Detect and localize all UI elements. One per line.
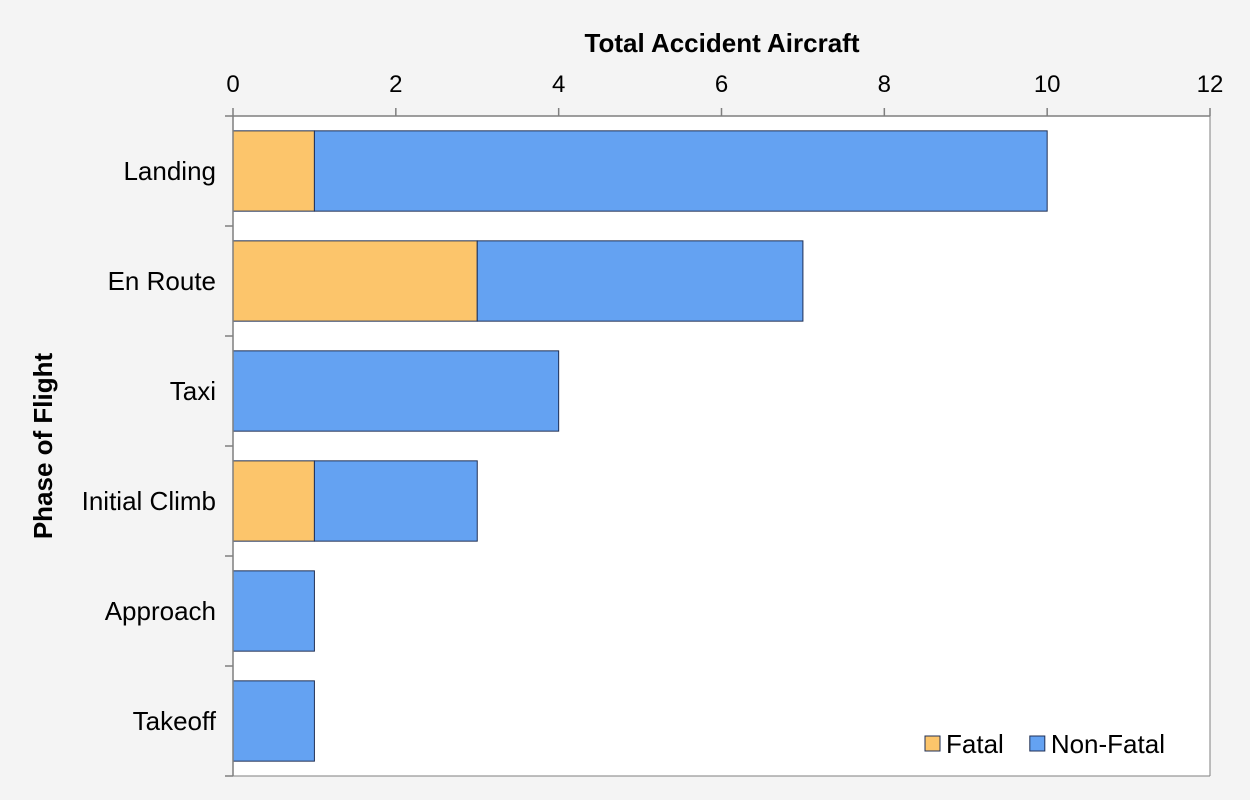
legend-label: Non-Fatal [1051,729,1165,759]
legend-swatch [924,735,941,752]
plot-area [233,116,1210,776]
x-tick-label: 10 [1034,71,1061,98]
x-tick-label: 6 [715,71,728,98]
x-tick-label: 8 [878,71,891,98]
legend-swatch [1029,735,1046,752]
legend: Fatal Non-Fatal [924,729,1165,759]
x-tick-label: 0 [226,71,239,98]
y-axis-title: Phase of Flight [28,352,58,539]
bar-fatal [232,460,315,542]
bar-fatal [232,240,478,322]
bar-non-fatal [232,680,315,762]
x-tick-label: 2 [389,71,402,98]
bar-fatal [232,130,315,212]
x-tick-label: 12 [1197,71,1224,98]
category-label: Approach [105,596,216,626]
bar-non-fatal [232,350,560,432]
legend-label: Fatal [946,729,1004,759]
category-label: Taxi [170,376,216,406]
bar-non-fatal [313,130,1048,212]
x-tick-label: 4 [552,71,565,98]
bar-non-fatal [232,570,315,652]
x-axis-title: Total Accident Aircraft [585,28,860,58]
bar-non-fatal [313,460,478,542]
bar-non-fatal [476,240,804,322]
category-label: Takeoff [133,706,217,736]
category-label: Landing [123,156,216,186]
category-label: En Route [108,266,216,296]
category-label: Initial Climb [82,486,216,516]
